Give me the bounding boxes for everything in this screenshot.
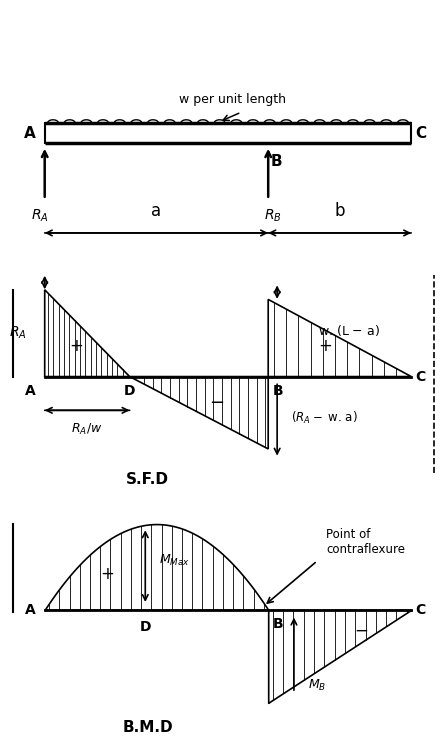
Text: D: D	[124, 384, 135, 398]
Text: $+$: $+$	[318, 337, 333, 355]
Polygon shape	[268, 299, 411, 376]
Text: $(R_A -$ w. a): $(R_A -$ w. a)	[291, 410, 357, 426]
Text: $R_A$: $R_A$	[31, 207, 49, 224]
Text: C: C	[416, 125, 427, 141]
Text: w per unit length: w per unit length	[179, 93, 286, 106]
Text: B: B	[273, 617, 283, 631]
Text: w. (L $-$ a): w. (L $-$ a)	[318, 323, 380, 338]
Text: B.M.D: B.M.D	[122, 720, 173, 735]
Text: $-$: $-$	[354, 620, 368, 638]
Text: A: A	[25, 384, 36, 398]
Text: $-$: $-$	[209, 392, 224, 410]
Text: B: B	[273, 384, 283, 398]
Text: D: D	[139, 620, 151, 634]
Text: A: A	[24, 125, 36, 141]
Polygon shape	[45, 289, 130, 376]
Text: Point of
contraflexure: Point of contraflexure	[326, 528, 405, 556]
Text: S.F.D: S.F.D	[126, 473, 169, 487]
Text: $R_A / w$: $R_A / w$	[72, 422, 103, 438]
Text: $+$: $+$	[69, 337, 83, 355]
Text: A: A	[25, 603, 36, 617]
Text: b: b	[334, 202, 345, 220]
Text: B: B	[270, 154, 282, 168]
Text: $M_B$: $M_B$	[308, 678, 326, 694]
Text: $M_{Max}$: $M_{Max}$	[159, 553, 190, 568]
Text: $R_A$: $R_A$	[9, 325, 27, 341]
Polygon shape	[130, 376, 268, 449]
Text: C: C	[416, 370, 426, 384]
Text: a: a	[152, 202, 161, 220]
Text: C: C	[416, 603, 426, 617]
Text: $+$: $+$	[100, 565, 114, 582]
Text: $R_B$: $R_B$	[264, 207, 282, 224]
